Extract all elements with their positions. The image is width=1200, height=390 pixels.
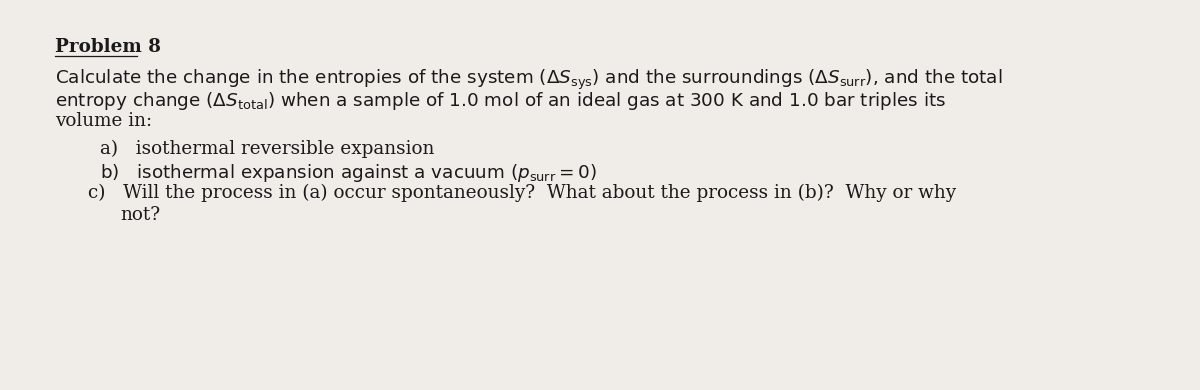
Text: b)   isothermal expansion against a vacuum ($p_{\mathregular{surr}} = 0$): b) isothermal expansion against a vacuum… (100, 162, 596, 184)
Text: Calculate the change in the entropies of the system ($\Delta S_{\mathregular{sys: Calculate the change in the entropies of… (55, 68, 1002, 92)
Text: c)   Will the process in (a) occur spontaneously?  What about the process in (b): c) Will the process in (a) occur spontan… (88, 184, 956, 202)
Text: not?: not? (120, 206, 160, 224)
Text: a)   isothermal reversible expansion: a) isothermal reversible expansion (100, 140, 434, 158)
Text: entropy change ($\Delta S_{\mathregular{total}}$) when a sample of 1.0 mol of an: entropy change ($\Delta S_{\mathregular{… (55, 90, 946, 112)
Text: volume in:: volume in: (55, 112, 152, 130)
Text: Problem 8: Problem 8 (55, 38, 161, 56)
